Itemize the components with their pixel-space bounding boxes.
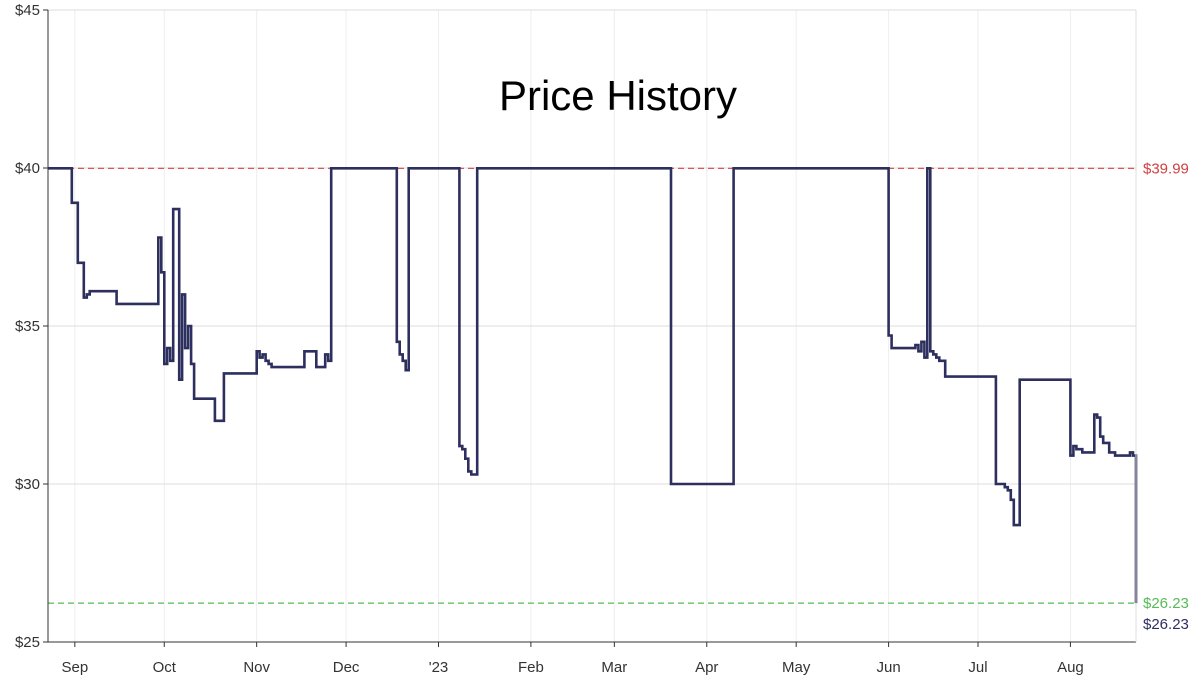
y-axis-ticks: $25 $30 $35 $40 $45: [15, 2, 48, 651]
reference-line-label: $26.23: [1143, 595, 1189, 612]
reference-lines: [48, 167, 1136, 604]
x-tick-label: Mar: [601, 659, 627, 676]
x-tick-label: Sep: [61, 659, 88, 676]
x-tick-label: Aug: [1057, 659, 1084, 676]
right-value-labels: $39.99 $26.23 $26.23: [1143, 160, 1189, 633]
y-tick-label: $25: [15, 634, 40, 651]
chart-title: Price History: [499, 72, 737, 119]
x-tick-label: Apr: [695, 659, 718, 676]
x-tick-label: '23: [429, 659, 449, 676]
y-tick-label: $40: [15, 160, 40, 177]
x-tick-label: Jul: [968, 659, 987, 676]
x-tick-label: May: [782, 659, 811, 676]
y-tick-label: $30: [15, 476, 40, 493]
x-tick-label: Oct: [153, 659, 177, 676]
reference-line-label: $39.99: [1143, 160, 1189, 177]
price-line: [48, 167, 1138, 604]
x-tick-label: Nov: [243, 659, 270, 676]
y-tick-label: $45: [15, 2, 40, 19]
price-series: [48, 167, 1138, 604]
current-price-label: $26.23: [1143, 616, 1189, 633]
x-tick-label: Jun: [876, 659, 900, 676]
y-tick-label: $35: [15, 318, 40, 335]
x-tick-label: Dec: [333, 659, 360, 676]
x-tick-label: Feb: [518, 659, 544, 676]
x-axis-ticks: Sep Oct Nov Dec '23 Feb Mar Apr May Jun Jul Aug: [61, 642, 1084, 676]
